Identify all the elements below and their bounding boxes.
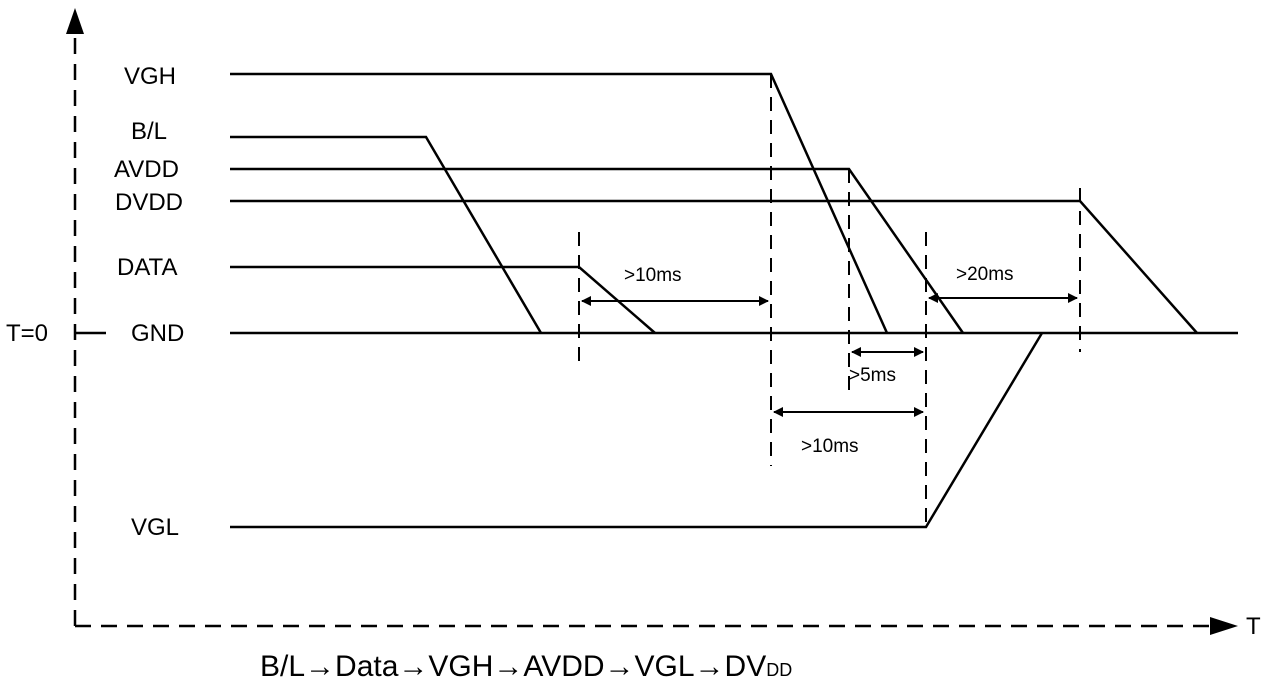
time-axis-label: T (1246, 613, 1261, 640)
t0-label: T=0 (6, 320, 48, 347)
avdd-to-vgl-interval-label: >5ms (849, 365, 896, 386)
sequence-caption-subscript: DD (766, 660, 792, 680)
vgh-to-vgl-interval-label: >10ms (801, 436, 859, 457)
gnd-label: GND (131, 320, 184, 347)
avdd-waveform (230, 167, 965, 334)
avdd-label: AVDD (114, 156, 179, 183)
vgh-label: VGH (124, 63, 176, 90)
time-axis-arrow-icon (1210, 617, 1238, 635)
vertical-axis-arrow-icon (66, 8, 84, 34)
data-to-vgh-interval-label: >10ms (624, 265, 682, 286)
sequence-caption-text: B/L→Data→VGH→AVDD→VGL→DV (260, 650, 766, 682)
bl-waveform (230, 135, 543, 334)
data-label: DATA (117, 254, 177, 281)
vgl-to-dvdd-interval-label: >20ms (956, 264, 1014, 285)
vgl-label: VGL (131, 514, 179, 541)
sequence-caption: B/L→Data→VGH→AVDD→VGL→DVDD (260, 650, 792, 682)
bl-label: B/L (131, 118, 167, 145)
vgh-waveform (230, 72, 889, 334)
vgl-waveform (230, 332, 1044, 529)
dvdd-label: DVDD (115, 189, 183, 216)
